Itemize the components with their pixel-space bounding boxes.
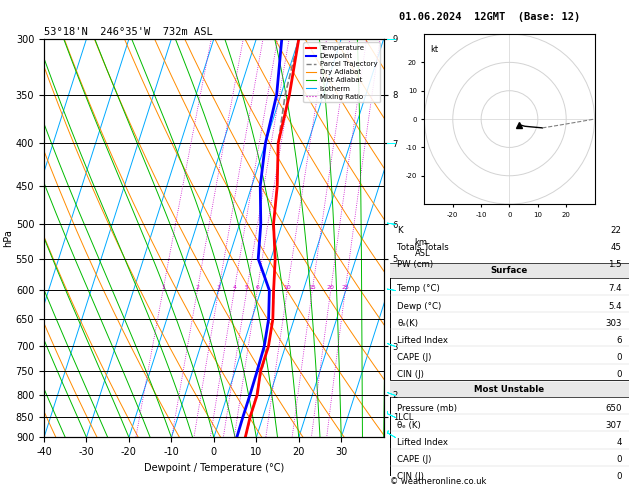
Text: 307: 307 [605, 421, 622, 430]
Text: CIN (J): CIN (J) [397, 370, 424, 379]
Text: 4: 4 [616, 438, 622, 447]
Text: 5.4: 5.4 [608, 301, 622, 311]
Y-axis label: hPa: hPa [3, 229, 13, 247]
Text: 5: 5 [245, 285, 248, 290]
Text: θₑ(K): θₑ(K) [397, 319, 418, 328]
Bar [390, 382, 629, 397]
Text: CAPE (J): CAPE (J) [397, 353, 431, 362]
Text: 45: 45 [611, 243, 622, 252]
Bar [390, 485, 629, 486]
Text: kt: kt [430, 45, 438, 54]
Text: 2: 2 [196, 285, 199, 290]
Text: 25: 25 [342, 285, 349, 290]
Bar [390, 382, 629, 482]
Text: Surface: Surface [491, 266, 528, 275]
Text: K: K [397, 226, 403, 235]
Text: 0: 0 [616, 455, 622, 464]
Bar [390, 485, 629, 486]
Text: Lifted Index: Lifted Index [397, 438, 448, 447]
Text: 53°18'N  246°35'W  732m ASL: 53°18'N 246°35'W 732m ASL [44, 27, 213, 37]
Text: 7.4: 7.4 [608, 284, 622, 294]
Text: CIN (J): CIN (J) [397, 472, 424, 482]
Text: 1.5: 1.5 [608, 260, 622, 269]
Text: 0: 0 [616, 370, 622, 379]
Text: © weatheronline.co.uk: © weatheronline.co.uk [390, 477, 486, 486]
Text: 6: 6 [616, 336, 622, 345]
Text: 01.06.2024  12GMT  (Base: 12): 01.06.2024 12GMT (Base: 12) [399, 12, 581, 22]
X-axis label: Dewpoint / Temperature (°C): Dewpoint / Temperature (°C) [144, 463, 284, 473]
Text: Totals Totals: Totals Totals [397, 243, 449, 252]
Text: 650: 650 [605, 404, 622, 413]
Text: 15: 15 [308, 285, 316, 290]
Legend: Temperature, Dewpoint, Parcel Trajectory, Dry Adiabat, Wet Adiabat, Isotherm, Mi: Temperature, Dewpoint, Parcel Trajectory… [303, 42, 380, 103]
Text: 22: 22 [611, 226, 622, 235]
Text: Temp (°C): Temp (°C) [397, 284, 440, 294]
Text: θₑ (K): θₑ (K) [397, 421, 421, 430]
Text: PW (cm): PW (cm) [397, 260, 433, 269]
Text: Pressure (mb): Pressure (mb) [397, 404, 457, 413]
Text: 3: 3 [216, 285, 221, 290]
Text: Lifted Index: Lifted Index [397, 336, 448, 345]
Y-axis label: km
ASL: km ASL [415, 238, 430, 258]
Bar [390, 263, 629, 278]
Text: CAPE (J): CAPE (J) [397, 455, 431, 464]
Text: 6: 6 [255, 285, 259, 290]
Text: 10: 10 [284, 285, 291, 290]
Text: Dewp (°C): Dewp (°C) [397, 301, 442, 311]
Text: Most Unstable: Most Unstable [474, 385, 545, 394]
Text: 1: 1 [161, 285, 165, 290]
Text: 0: 0 [616, 353, 622, 362]
Text: 0: 0 [616, 472, 622, 482]
Text: 20: 20 [326, 285, 335, 290]
Bar [390, 263, 629, 380]
Text: 303: 303 [605, 319, 622, 328]
Text: 4: 4 [232, 285, 237, 290]
